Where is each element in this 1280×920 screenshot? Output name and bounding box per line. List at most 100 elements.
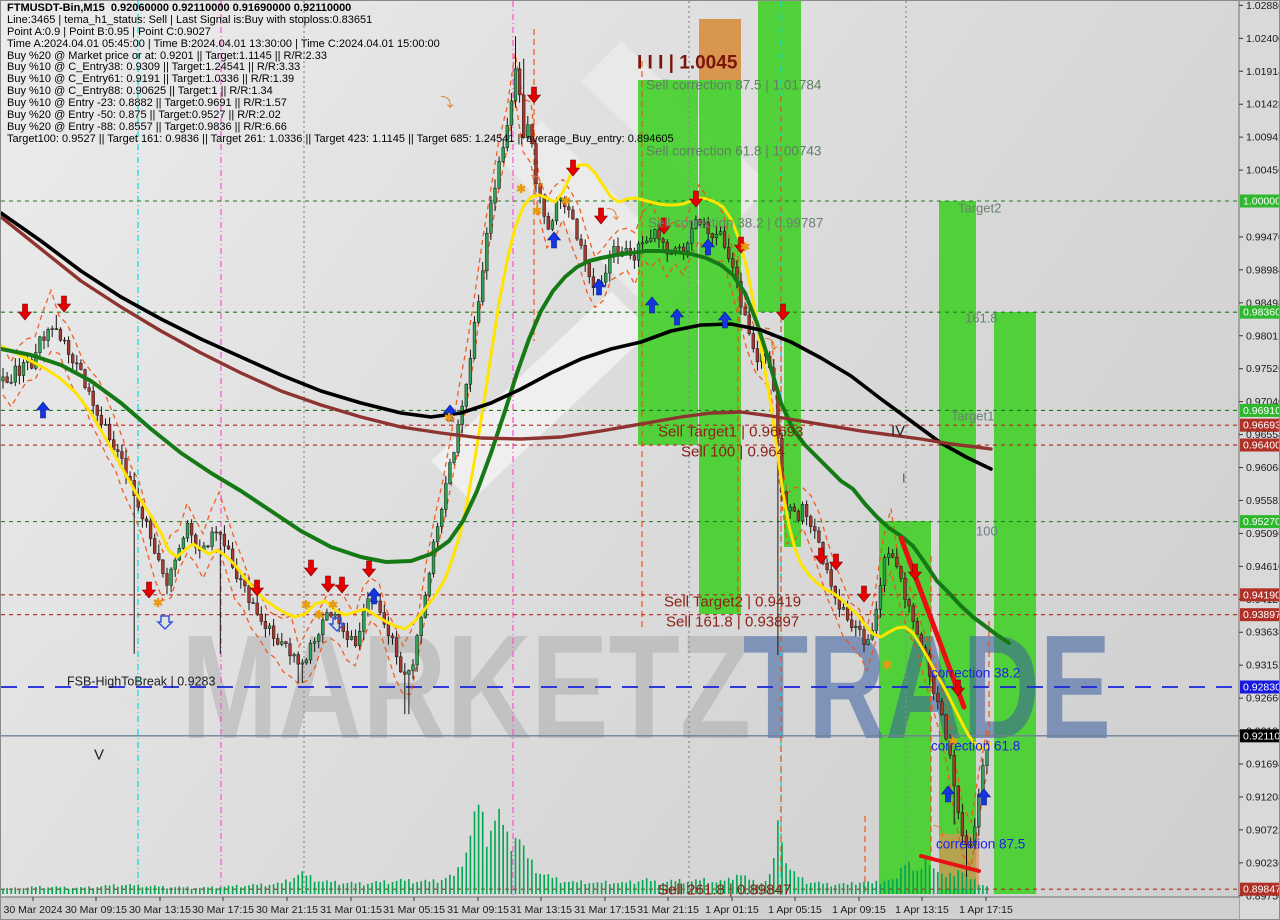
candle-body-bull <box>640 242 645 245</box>
candle-body-bull <box>702 222 706 225</box>
candle-body-bull <box>977 794 981 828</box>
sell-correction-618: Sell correction 61.8 | 1.00743 <box>646 144 821 159</box>
candle-body-bull <box>34 352 38 369</box>
price-axis[interactable] <box>1239 1 1280 920</box>
volume-bar <box>391 882 394 894</box>
candle-body-bear <box>944 714 948 740</box>
buy-arrow-icon <box>35 401 51 419</box>
volume-bar <box>338 884 340 894</box>
volume-bar <box>727 877 730 894</box>
time-axis[interactable] <box>1 897 1239 920</box>
candle-body-bull <box>686 243 690 252</box>
volume-bar <box>305 875 308 894</box>
volume-bar <box>477 804 480 894</box>
volume-bar <box>166 888 168 894</box>
price-axis-label: 0.90722 <box>1246 824 1280 836</box>
candle-body-bull <box>973 826 977 846</box>
price-axis-label: 0.93638 <box>1246 627 1280 639</box>
ma-brown-line <box>1 215 993 451</box>
candle-body-bear <box>936 693 940 703</box>
candle-body-bear <box>263 621 268 629</box>
volume-bar <box>412 883 414 894</box>
volume-bar <box>965 874 968 894</box>
candle-body-bear <box>161 559 165 574</box>
time-axis-label: 1 Apr 17:15 <box>959 904 1013 916</box>
sell-correction-382: Sell correction 38.2 | 0.99787 <box>648 216 823 231</box>
time-axis-label: 31 Mar 09:15 <box>447 904 509 916</box>
price-tag-label: 0.89847 <box>1243 884 1280 896</box>
volume-bar <box>666 881 668 894</box>
volume-bar <box>555 877 558 894</box>
time-axis-label: 30 Mar 2024 <box>4 904 63 916</box>
volume-bar <box>662 882 664 894</box>
candle-body-bull <box>362 609 366 632</box>
volume-bar <box>199 887 201 894</box>
volume-bar <box>182 887 185 894</box>
volume-bar <box>978 884 980 894</box>
candle-body-bear <box>891 553 895 558</box>
candle-body-bull <box>325 612 329 621</box>
volume-bar <box>149 886 152 894</box>
candle-body-bear <box>390 635 395 639</box>
sell-arrow-icon <box>334 576 350 594</box>
fib-zone-E <box>994 312 1036 894</box>
volume-bar <box>289 881 291 894</box>
volume-bar <box>629 880 632 894</box>
candle-body-bull <box>448 462 452 484</box>
candle-body-bear <box>399 656 403 673</box>
candle-body-bear <box>964 835 969 845</box>
volume-bar <box>961 872 964 894</box>
time-axis-label: 1 Apr 01:15 <box>705 904 759 916</box>
candle-body-bear <box>394 637 399 658</box>
volume-bar <box>826 882 828 894</box>
volume-bar <box>445 877 447 894</box>
volume-bar <box>568 881 570 894</box>
orange-box-top <box>699 19 741 80</box>
candle-body-bear <box>792 506 796 512</box>
candle-body-bear <box>907 599 911 607</box>
candle-body-bear <box>87 387 91 392</box>
price-tag-green <box>1240 194 1279 208</box>
volume-bar <box>838 883 841 894</box>
buy-arrow-icon <box>366 587 382 605</box>
volume-bar <box>543 874 545 894</box>
star-marker-icon: ✱ <box>882 658 892 672</box>
volume-bar <box>420 881 422 894</box>
volume-bar <box>551 877 554 894</box>
volume-bar <box>789 869 791 894</box>
price-tag-blue <box>1240 680 1279 694</box>
volume-bar <box>514 838 517 894</box>
volume-bar <box>768 874 771 894</box>
price-axis-label: 0.98984 <box>1246 264 1280 276</box>
candle-body-bear <box>710 233 714 239</box>
volume-bar <box>850 882 853 894</box>
candle-body-bear <box>71 354 75 364</box>
candle-body-bull <box>411 664 415 671</box>
volume-bar <box>481 811 484 894</box>
volume-bar <box>736 874 738 894</box>
volume-bar <box>973 879 976 894</box>
volume-bar <box>522 845 525 894</box>
candle-body-bear <box>276 638 280 645</box>
volume-bar <box>580 880 582 894</box>
sell-1618-label: Sell 161.8 | 0.93897 <box>666 613 799 630</box>
candle-body-bull <box>13 365 17 383</box>
candle-body-bear <box>903 578 907 600</box>
price-tag-label: 0.92830 <box>1243 682 1280 694</box>
volume-bar <box>904 864 906 894</box>
candle-body-bull <box>103 423 108 426</box>
red-trendline <box>919 854 981 873</box>
candle-body-bear <box>804 504 809 517</box>
candle-body-bear <box>157 553 161 561</box>
volume-bar <box>428 881 431 894</box>
candle-body-bull <box>694 219 698 229</box>
volume-bar <box>469 835 472 894</box>
candle-body-bear <box>813 526 817 532</box>
volume-bar <box>84 887 86 894</box>
candle-body-bear <box>17 365 22 376</box>
candle-body-bear <box>940 701 944 716</box>
volume-bar <box>313 881 316 894</box>
candle-body-bull <box>366 598 370 611</box>
volume-bar <box>818 881 820 894</box>
